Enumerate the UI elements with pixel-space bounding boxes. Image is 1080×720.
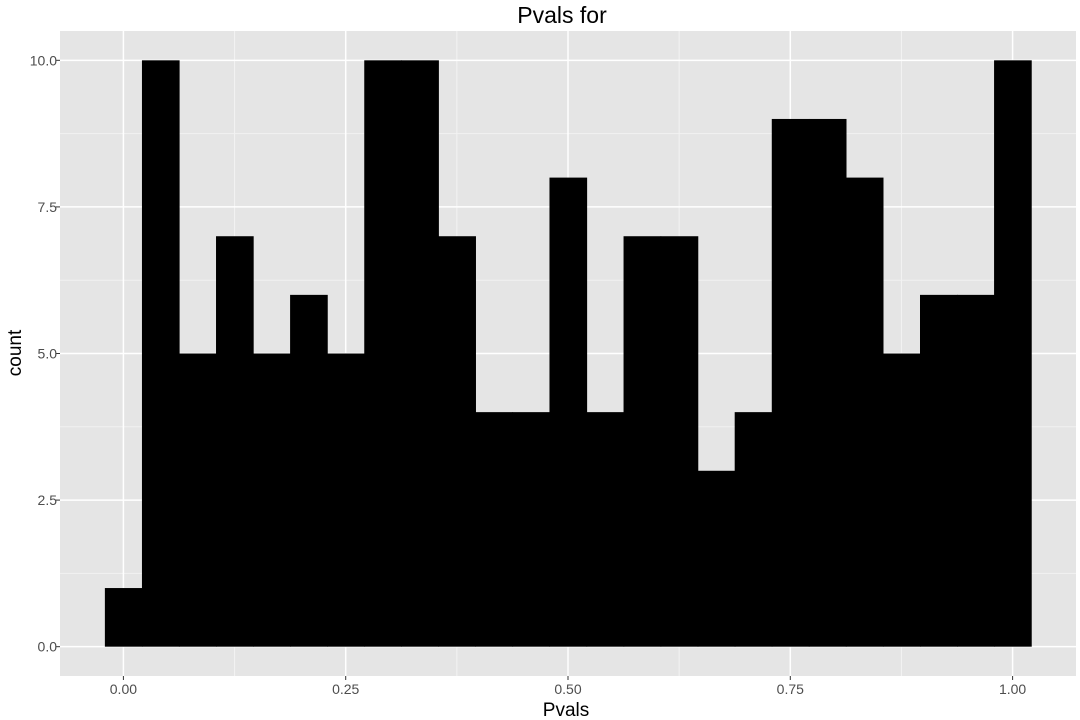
- histogram-bar: [364, 60, 402, 647]
- histogram-bar: [178, 353, 217, 647]
- y-tick-label: 5.0: [38, 346, 58, 362]
- histogram-bar: [401, 60, 439, 647]
- histogram-bar: [660, 236, 699, 647]
- y-axis-title: count: [5, 329, 26, 376]
- histogram-bar: [253, 353, 291, 647]
- histogram-bars: [104, 60, 1032, 647]
- x-tick-label: 1.00: [999, 681, 1026, 697]
- histogram-bar: [920, 294, 958, 647]
- x-tick-label: 0.75: [777, 681, 804, 697]
- histogram-bar: [994, 60, 1032, 647]
- histogram-bar: [512, 412, 551, 647]
- y-tick-label: 0.0: [38, 639, 58, 655]
- y-axis-ticks: 0.0 2.5 5.0 7.5 10.0: [30, 52, 60, 655]
- histogram-bar: [956, 294, 995, 647]
- histogram-bar: [290, 294, 328, 647]
- histogram-bar: [141, 60, 180, 647]
- x-axis-title: Pvals: [543, 700, 589, 720]
- histogram-bar: [697, 470, 736, 647]
- histogram-bar: [845, 177, 884, 647]
- x-tick-label: 0.25: [332, 681, 359, 697]
- histogram-bar: [438, 236, 476, 647]
- y-tick-label: 10.0: [30, 52, 57, 68]
- x-tick-label: 0.50: [554, 681, 581, 697]
- y-tick-label: 2.5: [38, 492, 58, 508]
- x-axis-ticks: 0.00 0.25 0.50 0.75 1.00: [110, 676, 1026, 697]
- histogram-bar: [734, 412, 773, 647]
- histogram-bar: [327, 353, 365, 647]
- x-tick-label: 0.00: [110, 681, 137, 697]
- histogram-bar: [475, 412, 514, 647]
- histogram-bar: [549, 177, 588, 647]
- histogram-bar: [808, 118, 847, 647]
- histogram-bar: [623, 236, 662, 647]
- histogram-bar: [586, 412, 625, 647]
- y-tick-label: 7.5: [38, 199, 58, 215]
- histogram-bar: [771, 118, 810, 647]
- histogram-bar: [104, 588, 143, 647]
- histogram-bar: [216, 236, 254, 647]
- chart-title: Pvals for: [517, 2, 607, 28]
- histogram-bar: [882, 353, 921, 647]
